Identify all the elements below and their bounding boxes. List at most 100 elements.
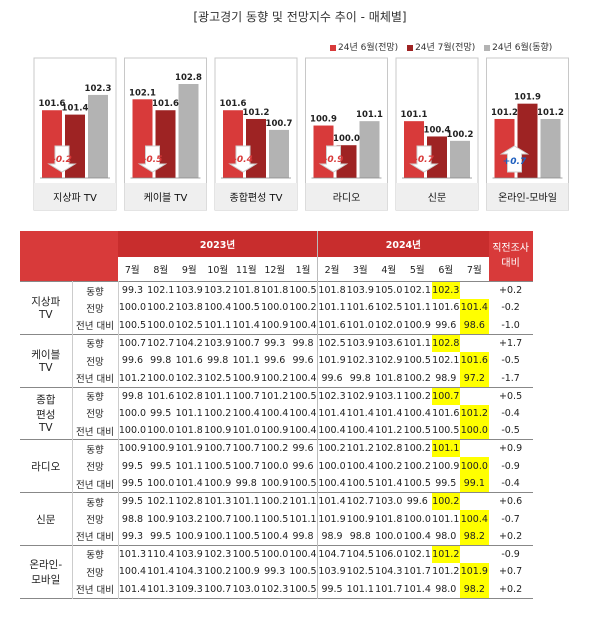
value-cell: 100.4 [289,407,317,419]
value-cell: 100.7 [204,583,232,595]
metric-label: 동향 [72,492,119,511]
value-cell: 102.3 [317,387,347,405]
bar [450,140,470,178]
value-cell: 99.5 [317,580,347,599]
value-cell: 102.1 [147,496,175,508]
value-cell: 99.5 [150,407,172,419]
category-strip [305,183,388,210]
value-cell: 102.7 [147,337,175,349]
table-row: 전망 99.6 99.8 101.6 99.8 101.1 99.6 99.6 101.9 102… [20,351,533,370]
value-cell: 103.8 [175,302,203,314]
bar-value-label: 101.2 [537,108,564,118]
value-cell: 104.3 [175,566,203,578]
value-cell: 100.4 [460,510,489,528]
diff-cell: +1.7 [499,337,523,349]
metric-label: 전망 [72,563,119,581]
value-cell: 99.6 [317,369,347,388]
value-cell: 100.5 [289,478,317,490]
value-cell: 101.2 [460,404,489,423]
value-cell: 103.9 [175,285,203,297]
diff-cell: +0.6 [499,496,523,508]
media-name-line: 종합 [36,394,56,407]
metric-label: 전망 [72,510,119,528]
value-cell: 100.9 [204,478,232,490]
value-cell: 103.6 [375,337,403,349]
value-cell: 100.4 [403,530,431,542]
bar-value-label: 102.3 [85,84,112,94]
value-cell: 101.1 [317,299,347,317]
value-cell: 101.4 [375,478,403,490]
value-cell [460,545,489,563]
value-cell: 104.2 [175,337,203,349]
value-cell: 101.1 [175,407,203,419]
value-cell: 101.3 [147,583,175,595]
diff-cell: +0.7 [499,566,523,578]
value-cell: 101.9 [175,443,203,455]
legend-label: 24년 6월(전망) [338,43,399,53]
value-cell: 101.7 [375,583,403,595]
value-cell: 101.4 [317,492,347,511]
value-cell: 101.8 [375,513,403,525]
header-month: 4월 [374,257,404,282]
table-row: 전망 100.0 100.2 103.8 100.4 100.5 100.0 100.2 101… [20,299,533,317]
legend-swatch [330,44,336,51]
value-cell: 100.4 [261,407,289,419]
bar [155,110,176,178]
value-cell: 100.0 [460,457,489,476]
value-cell: 102.3 [431,281,461,300]
value-cell: 100.4 [289,425,317,437]
value-cell: 110.4 [147,548,175,560]
metric-label: 전년 대비 [72,580,119,599]
value-cell: 100.4 [317,475,347,493]
value-cell: 100.4 [289,548,317,560]
value-cell [460,387,489,405]
value-cell: 100.2 [147,302,175,314]
value-cell: 100.9 [232,372,260,384]
header-month: 11월 [232,257,261,282]
diff-cell: +0.2 [499,285,523,297]
legend-swatch [407,44,414,51]
value-cell: 100.5 [346,478,374,490]
value-cell: 99.6 [292,355,314,367]
bar-value-label: 100.9 [310,115,337,125]
value-cell: 100.4 [346,460,374,472]
value-cell: 100.2 [204,407,232,419]
value-cell: 99.8 [121,390,144,402]
value-cell: 100.5 [204,460,232,472]
value-cell: 99.3 [264,566,286,578]
legend-swatch [484,44,491,51]
table-row: 전망 98.8 100.9 103.2 100.7 100.1 100.5 101.1 101.… [20,510,533,528]
value-cell: 101.1 [403,302,431,314]
table-row: 전년 대비 101.2 100.0 102.3 102.5 100.9 100.2 100.4… [20,369,533,388]
value-cell: 100.9 [232,566,260,578]
table-row: 전년 대비 100.0 100.0 101.8 100.9 101.0 100.9 100.4… [20,422,533,440]
value-cell: 101.2 [118,372,147,384]
value-cell: 100.0 [375,530,403,542]
value-cell: 101.1 [232,496,260,508]
value-cell: 100.0 [261,460,289,472]
value-cell: 102.3 [175,372,203,384]
value-cell: 99.6 [292,460,314,472]
metric-label: 전년 대비 [72,422,119,440]
diff-cell: -0.7 [501,513,520,525]
value-cell: 102.8 [175,390,203,402]
table-row: 종합 편성 TV 동향 99.8 101.6 102.8 101.1 100.7 101.2 100… [20,387,533,440]
bar-value-label: 101.4 [62,104,89,114]
value-cell: 102.1 [403,285,431,297]
category-strip [215,183,297,210]
table-row: 전년 대비 100.5 100.0 102.5 101.1 101.4 100.9 100.4… [20,316,533,335]
metric-label: 동향 [72,387,119,405]
diff-cell: -1.0 [501,319,520,331]
value-cell: 100.2 [431,492,461,511]
metric-label: 전년 대비 [72,475,119,493]
value-cell: 101.0 [232,425,260,437]
bar [65,114,85,178]
bar [246,118,266,178]
value-cell: 102.5 [175,319,203,331]
value-cell: 101.6 [432,302,460,314]
value-cell: 101.1 [403,337,431,349]
value-cell: 101.2 [431,545,461,563]
header-row-years: 2023년 2024년 직전조사 대비 [20,231,533,282]
table-row: 신문 동향 99.5 102.1 102.8 101.3 101.1 100.2 101.1 10… [20,492,533,546]
